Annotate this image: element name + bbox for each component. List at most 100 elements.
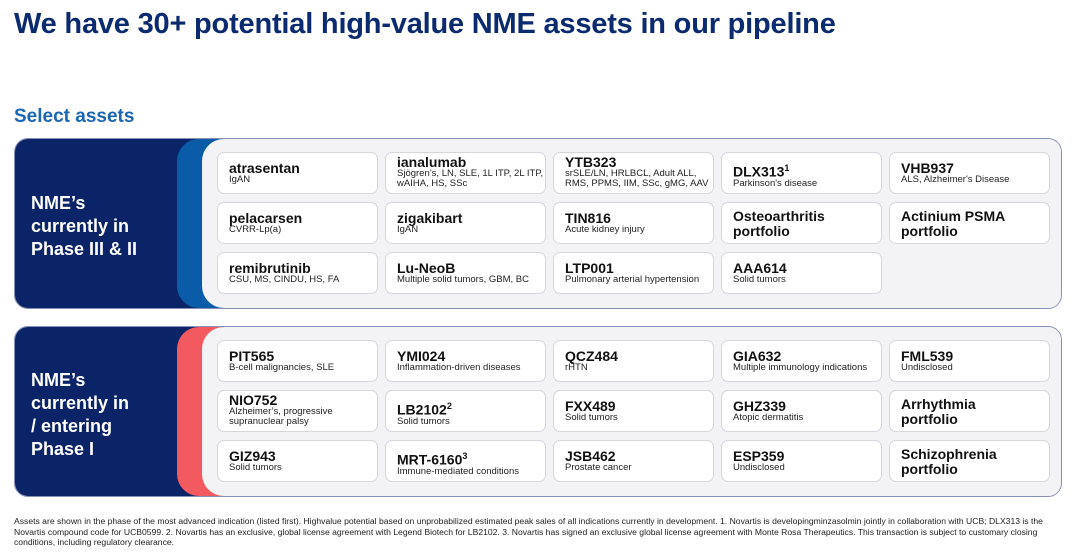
asset-indication: IgAN <box>229 174 251 185</box>
asset-name: YMI024 <box>397 349 545 363</box>
asset-card: zigakibart IgAN <box>385 202 546 244</box>
asset-card: ESP359 Undisclosed <box>721 440 882 482</box>
asset-name: FML539 <box>901 349 1049 363</box>
asset-card: VHB937 ALS, Alzheimer's Disease <box>889 152 1050 194</box>
asset-card: remibrutinib CSU, MS, CINDU, HS, FA <box>217 252 378 294</box>
label-line: / entering <box>31 416 113 436</box>
asset-card: JSB462 Prostate cancer <box>553 440 714 482</box>
asset-indication: Immune-mediated conditions <box>397 465 519 477</box>
asset-indication: B-cell malignancies, SLE <box>229 362 335 373</box>
asset-name: AAA614 <box>733 261 881 275</box>
asset-name: FXX489 <box>565 399 713 413</box>
asset-indication: Multiple immunology indications <box>733 362 868 373</box>
asset-card: FML539 Undisclosed <box>889 340 1050 382</box>
asset-card: YMI024 Inflammation-driven diseases <box>385 340 546 382</box>
asset-name-text: PIT565 <box>229 348 275 364</box>
asset-name: remibrutinib <box>229 261 377 275</box>
asset-card: atrasentan IgAN <box>217 152 378 194</box>
asset-name: JSB462 <box>565 449 713 463</box>
asset-name-text: YTB323 <box>565 154 617 170</box>
asset-indication: CSU, MS, CINDU, HS, FA <box>229 274 340 285</box>
asset-card: GIZ943 Solid tumors <box>217 440 378 482</box>
asset-name: Actinium PSMA portfolio <box>901 207 1031 239</box>
asset-name: ESP359 <box>733 449 881 463</box>
phase-label: NME’s currently in Phase III & II <box>31 192 137 261</box>
asset-name: LTP001 <box>565 261 713 275</box>
asset-name: QCZ484 <box>565 349 713 363</box>
asset-card: Osteoarthritis portfolio <box>721 202 882 244</box>
asset-name-text: NIO752 <box>229 392 278 408</box>
asset-name: MRT-61603 <box>397 449 545 467</box>
asset-name-text: atrasentan <box>229 160 300 176</box>
asset-name: zigakibart <box>397 211 545 225</box>
asset-name-text: FXX489 <box>565 398 616 414</box>
asset-name: atrasentan <box>229 161 377 175</box>
page-title: We have 30+ potential high-value NME ass… <box>14 8 836 40</box>
asset-indication: srSLE/LN, HRLBCL, Adult ALL, RMS, PPMS, … <box>565 168 709 189</box>
asset-name-text: AAA614 <box>733 260 787 276</box>
asset-indication: Sjögren’s, LN, SLE, 1L ITP, 2L ITP, wAIH… <box>397 168 544 189</box>
label-line: currently in <box>31 393 130 413</box>
asset-name: Arrhythmia portfolio <box>901 395 1031 427</box>
asset-name: GHZ339 <box>733 399 881 413</box>
label-line: Phase III & II <box>31 239 138 259</box>
asset-card: Actinium PSMA portfolio <box>889 202 1050 244</box>
asset-name-text: JSB462 <box>565 448 616 464</box>
asset-name: VHB937 <box>901 161 1049 175</box>
footnote-ref: 2 <box>446 401 452 411</box>
asset-indication: Parkinson's disease <box>733 177 818 189</box>
asset-card: GHZ339 Atopic dermatitis <box>721 390 882 432</box>
asset-card: Arrhythmia portfolio <box>889 390 1050 432</box>
asset-name: GIA632 <box>733 349 881 363</box>
asset-name: PIT565 <box>229 349 377 363</box>
asset-indication: Acute kidney injury <box>565 224 645 235</box>
asset-card: ianalumab Sjögren’s, LN, SLE, 1L ITP, 2L … <box>385 152 546 194</box>
asset-name: DLX3131 <box>733 161 881 179</box>
asset-name-text: LTP001 <box>565 260 614 276</box>
asset-card: LB21022 Solid tumors <box>385 390 546 432</box>
asset-indication: Multiple solid tumors, GBM, BC <box>397 274 529 285</box>
asset-indication: ALS, Alzheimer's Disease <box>901 174 1010 185</box>
asset-name: Osteoarthritis portfolio <box>733 207 863 239</box>
asset-card: TIN816 Acute kidney injury <box>553 202 714 244</box>
phase-1-section: NME’s currently in / entering Phase I PI… <box>14 326 1062 497</box>
asset-name: LB21022 <box>397 399 545 417</box>
asset-name: NIO752 <box>229 392 377 408</box>
phase-label: NME’s currently in / entering Phase I <box>31 369 129 461</box>
asset-name-text: Arrhythmia portfolio <box>901 396 976 427</box>
asset-card: QCZ484 rHTN <box>553 340 714 382</box>
asset-card: YTB323 srSLE/LN, HRLBCL, Adult ALL, RMS, … <box>553 152 714 194</box>
asset-indication: CVRR-Lp(a) <box>229 224 282 235</box>
asset-name: YTB323 <box>565 154 713 170</box>
asset-indication: Undisclosed <box>901 362 953 373</box>
asset-indication: Solid tumors <box>229 462 282 473</box>
asset-indication: Solid tumors <box>565 412 618 423</box>
asset-name-text: zigakibart <box>397 210 463 226</box>
asset-indication: Atopic dermatitis <box>733 412 804 423</box>
asset-indication: Pulmonary arterial hypertension <box>565 274 700 285</box>
asset-name-text: FML539 <box>901 348 954 364</box>
asset-name-text: Lu-NeoB <box>397 260 456 276</box>
asset-name: pelacarsen <box>229 211 377 225</box>
asset-card: AAA614 Solid tumors <box>721 252 882 294</box>
asset-name-text: GHZ339 <box>733 398 786 414</box>
asset-name-text: DLX313 <box>733 163 785 180</box>
label-line: Phase I <box>31 439 95 459</box>
asset-indication: Undisclosed <box>733 462 785 473</box>
label-line: NME’s <box>31 370 86 390</box>
asset-indication: Prostate cancer <box>565 462 632 473</box>
asset-card: DLX3131 Parkinson's disease <box>721 152 882 194</box>
asset-name-text: ESP359 <box>733 448 785 464</box>
asset-card: GIA632 Multiple immunology indications <box>721 340 882 382</box>
asset-name-text: VHB937 <box>901 160 954 176</box>
footnote-ref: 1 <box>784 163 790 173</box>
asset-card: LTP001 Pulmonary arterial hypertension <box>553 252 714 294</box>
asset-card: NIO752 Alzheimer’s, progressive supranucl… <box>217 390 378 432</box>
label-line: currently in <box>31 216 130 236</box>
asset-card: PIT565 B-cell malignancies, SLE <box>217 340 378 382</box>
asset-name-text: remibrutinib <box>229 260 311 276</box>
footnote: Assets are shown in the phase of the mos… <box>14 516 1043 547</box>
asset-card: FXX489 Solid tumors <box>553 390 714 432</box>
asset-name-text: TIN816 <box>565 210 611 226</box>
asset-card: Schizophrenia portfolio <box>889 440 1050 482</box>
